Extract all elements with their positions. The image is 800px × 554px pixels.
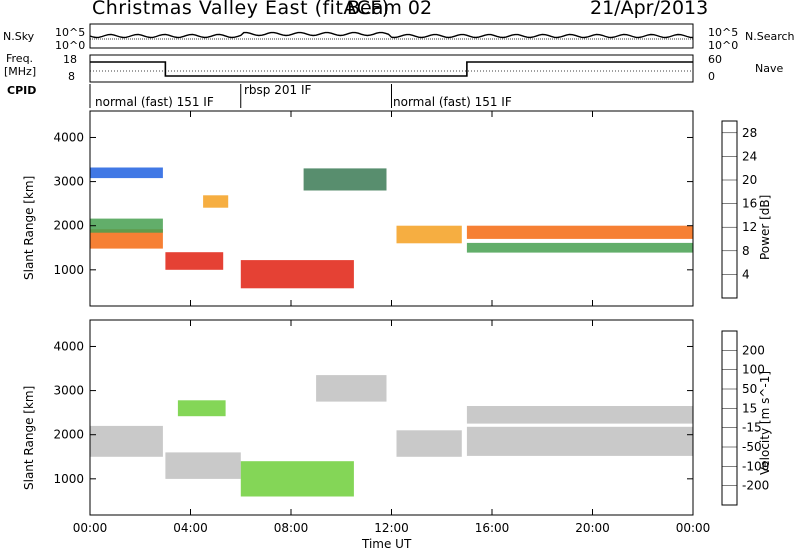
colorbar-0-tick-label-6: 28 — [742, 126, 757, 140]
xlabel: Time UT — [362, 537, 412, 551]
panel-1-band-4 — [316, 375, 387, 402]
freq-left-tick-bottom: 8 — [68, 70, 75, 83]
panel-1-band-7 — [466, 406, 693, 424]
panel-1-ytick-label-0: 1000 — [53, 472, 84, 486]
cpid-mode-1: normal (fast) 151 IF — [95, 95, 214, 109]
panel-1-band-2 — [177, 400, 226, 417]
colorbar-1-tick-label-6: -100 — [742, 459, 769, 473]
colorbar-1-frame — [721, 330, 738, 506]
xtick-label-4: 16:00 — [475, 521, 510, 535]
panel-1-ytick-label-1: 2000 — [53, 428, 84, 442]
date-label: 21/Apr/2013 — [590, 0, 709, 19]
panel-1-band-0 — [90, 425, 163, 457]
colorbar-1-tick-label-7: -200 — [742, 479, 769, 493]
panel-0-ytick-label-0: 1000 — [53, 263, 84, 277]
panel-1-band-1 — [165, 452, 241, 479]
colorbar-0-tick-label-3: 16 — [742, 197, 757, 211]
colorbar-0-tick-label-5: 24 — [742, 149, 757, 163]
colorbar-0-tick-label-0: 4 — [742, 267, 750, 281]
nsearch-label: N.Search — [745, 30, 795, 43]
freq-label-2: [MHz] — [4, 65, 37, 78]
colorbar-1-tick-label-0: 200 — [742, 343, 765, 357]
nsky-label: N.Sky — [3, 30, 35, 43]
panel-0-band-5 — [240, 260, 354, 289]
colorbar-0-tick-label-1: 8 — [742, 244, 750, 258]
noise-right-tick-bottom: 10^0 — [708, 39, 739, 52]
panel-0-band-9 — [466, 242, 693, 253]
freq-panel — [89, 54, 694, 83]
colorbar-0-frame — [721, 120, 738, 299]
xtick-label-1: 04:00 — [173, 521, 208, 535]
nave-label: Nave — [755, 62, 784, 75]
panel-0-band-3 — [165, 252, 224, 270]
xtick-label-0: 00:00 — [73, 521, 108, 535]
panel-1-band-3 — [240, 461, 354, 497]
noise-sky-trace — [89, 31, 694, 39]
colorbar-1-tick-label-1: 100 — [742, 363, 765, 377]
panel-0-band-2 — [90, 167, 163, 179]
freq-right-tick-top: 60 — [708, 53, 722, 66]
panel-0-band-8 — [466, 225, 693, 239]
xtick-label-5: 20:00 — [575, 521, 610, 535]
panel-0-ytick-label-1: 2000 — [53, 219, 84, 233]
xtick-label-6: 00:00 — [676, 521, 711, 535]
colorbar-1-tick-label-2: 50 — [742, 382, 757, 396]
xtick-label-2: 08:00 — [274, 521, 309, 535]
panel-0-band-0 — [90, 229, 163, 249]
panel-1-band-6 — [466, 426, 693, 456]
panel-0-bg — [90, 111, 693, 306]
noise-left-tick-top: 10^5 — [55, 26, 86, 39]
beam-label: Beam 02 — [347, 0, 433, 19]
cpid-mode-2: rbsp 201 IF — [244, 83, 312, 97]
freq-right-tick-bottom: 0 — [708, 70, 715, 83]
colorbar-1-tick-label-5: -50 — [742, 440, 762, 454]
colorbar-0-tick-label-4: 20 — [742, 173, 757, 187]
panel-0-ytick-label-3: 4000 — [53, 130, 84, 144]
panel-0-band-7 — [396, 225, 462, 244]
freq-left-tick-top: 18 — [63, 53, 77, 66]
panel-1-ytick-label-2: 3000 — [53, 384, 84, 398]
panel-1-band-5 — [396, 430, 462, 457]
cpid-mode-3: normal (fast) 151 IF — [393, 95, 512, 109]
noise-right-tick-top: 10^5 — [708, 26, 739, 39]
colorbar-0-tick-label-2: 12 — [742, 220, 757, 234]
panel-0-band-4 — [203, 195, 229, 208]
noise-left-tick-bottom: 10^0 — [55, 39, 86, 52]
plot-title: Christmas Valley East (fitACF) — [92, 0, 390, 19]
cpid-label: CPID — [7, 84, 37, 97]
panel-0-band-6 — [303, 168, 387, 191]
xtick-label-3: 12:00 — [374, 521, 409, 535]
panel-1-ytick-label-3: 4000 — [53, 339, 84, 353]
colorbar-1-tick-label-4: -15 — [742, 421, 762, 435]
panel-0-band-1 — [90, 218, 163, 233]
freq-trace — [90, 61, 693, 77]
panel-0-ytick-label-2: 3000 — [53, 175, 84, 189]
freq-label-1: Freq. — [6, 52, 34, 65]
colorbar-1-tick-label-3: 15 — [742, 401, 757, 415]
